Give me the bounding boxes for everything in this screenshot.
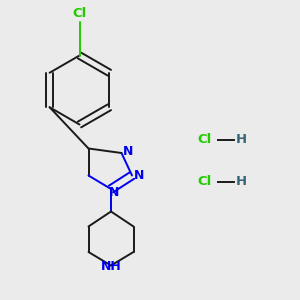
Text: H: H [236,133,247,146]
Text: N: N [109,186,119,199]
Text: N: N [134,169,145,182]
Text: N: N [123,145,133,158]
Text: H: H [236,175,247,188]
Text: Cl: Cl [72,7,87,20]
Text: NH: NH [100,260,122,274]
Text: Cl: Cl [197,133,211,146]
Text: Cl: Cl [197,175,211,188]
